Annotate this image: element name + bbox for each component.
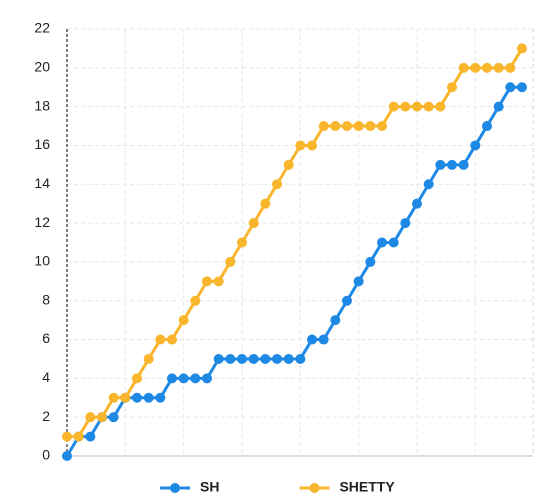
- y-tick-label: 18: [34, 97, 50, 113]
- data-point: [412, 101, 422, 112]
- data-point: [132, 373, 142, 384]
- legend: SH SHETTY: [160, 479, 395, 495]
- y-tick-label: 10: [34, 253, 50, 269]
- y-tick-label: 16: [34, 136, 50, 152]
- data-point: [190, 373, 201, 384]
- data-point: [213, 353, 224, 364]
- data-point: [400, 101, 411, 112]
- data-point: [85, 431, 96, 442]
- y-tick-label: 8: [42, 291, 50, 307]
- y-tick-label: 20: [34, 59, 50, 75]
- data-point: [342, 121, 352, 132]
- data-point: [458, 62, 469, 73]
- data-point: [295, 140, 306, 151]
- data-point: [190, 295, 201, 306]
- data-point: [97, 412, 107, 423]
- y-tick-label: 2: [42, 408, 50, 424]
- data-point: [155, 334, 166, 345]
- data-point: [248, 353, 259, 364]
- data-point: [330, 121, 341, 132]
- data-point: [447, 82, 457, 93]
- data-point: [155, 392, 166, 403]
- data-point: [62, 431, 72, 442]
- data-point: [283, 159, 294, 170]
- data-point: [423, 101, 434, 112]
- data-point: [283, 353, 294, 364]
- data-point: [423, 179, 434, 190]
- data-point: [365, 256, 376, 267]
- data-point: [412, 198, 422, 209]
- data-point: [120, 392, 131, 403]
- data-point: [517, 82, 527, 93]
- data-point: [132, 392, 142, 403]
- legend-label: SHETTY: [339, 479, 395, 495]
- y-tick-label: 22: [34, 20, 50, 36]
- data-point: [167, 334, 177, 345]
- data-point: [482, 121, 492, 132]
- data-point: [388, 101, 399, 112]
- y-tick-label: 4: [42, 369, 50, 385]
- data-point: [143, 353, 154, 364]
- y-tick-label: 0: [42, 447, 50, 463]
- data-point: [202, 276, 212, 287]
- data-point: [272, 179, 282, 190]
- data-point: [272, 353, 282, 364]
- data-point: [85, 412, 96, 423]
- data-point: [248, 218, 259, 229]
- data-point: [330, 315, 341, 326]
- data-point: [400, 218, 411, 229]
- series-line: [65, 85, 522, 457]
- data-point: [108, 392, 119, 403]
- data-point: [178, 315, 189, 326]
- data-point: [108, 412, 119, 423]
- data-point: [260, 198, 271, 209]
- data-point: [505, 62, 516, 73]
- data-point: [295, 353, 306, 364]
- data-point: [447, 159, 457, 170]
- y-tick-label: 6: [42, 330, 50, 346]
- data-point: [143, 392, 154, 403]
- data-point: [318, 334, 329, 345]
- data-point: [213, 276, 224, 287]
- data-point: [225, 353, 236, 364]
- data-point: [342, 295, 352, 306]
- data-point: [377, 237, 387, 248]
- data-point: [377, 121, 387, 132]
- data-point: [307, 334, 317, 345]
- data-point: [493, 62, 504, 73]
- data-point: [388, 237, 399, 248]
- y-tick-label: 12: [34, 214, 50, 230]
- data-point: [435, 101, 446, 112]
- data-point: [353, 121, 364, 132]
- data-point: [225, 256, 236, 267]
- data-point: [318, 121, 329, 132]
- data-point: [62, 451, 72, 461]
- data-point: [470, 62, 481, 73]
- data-point: [73, 431, 84, 442]
- data-point: [237, 353, 247, 364]
- data-point: [470, 140, 481, 151]
- data-point: [353, 276, 364, 287]
- legend-marker: [309, 483, 320, 493]
- y-tick-label: 14: [34, 175, 50, 191]
- data-point: [482, 62, 492, 73]
- data-point: [178, 373, 189, 384]
- data-point: [517, 43, 527, 54]
- legend-label: SH: [200, 479, 219, 495]
- data-point: [505, 82, 516, 93]
- legend-marker: [170, 483, 180, 493]
- data-point: [237, 237, 247, 248]
- data-point: [435, 159, 446, 170]
- data-point: [202, 373, 212, 384]
- series-line: [67, 47, 524, 439]
- data-point: [365, 121, 376, 132]
- data-point: [167, 373, 177, 384]
- data-point: [260, 353, 271, 364]
- data-point: [307, 140, 317, 151]
- data-point: [458, 159, 469, 170]
- data-point: [493, 101, 504, 112]
